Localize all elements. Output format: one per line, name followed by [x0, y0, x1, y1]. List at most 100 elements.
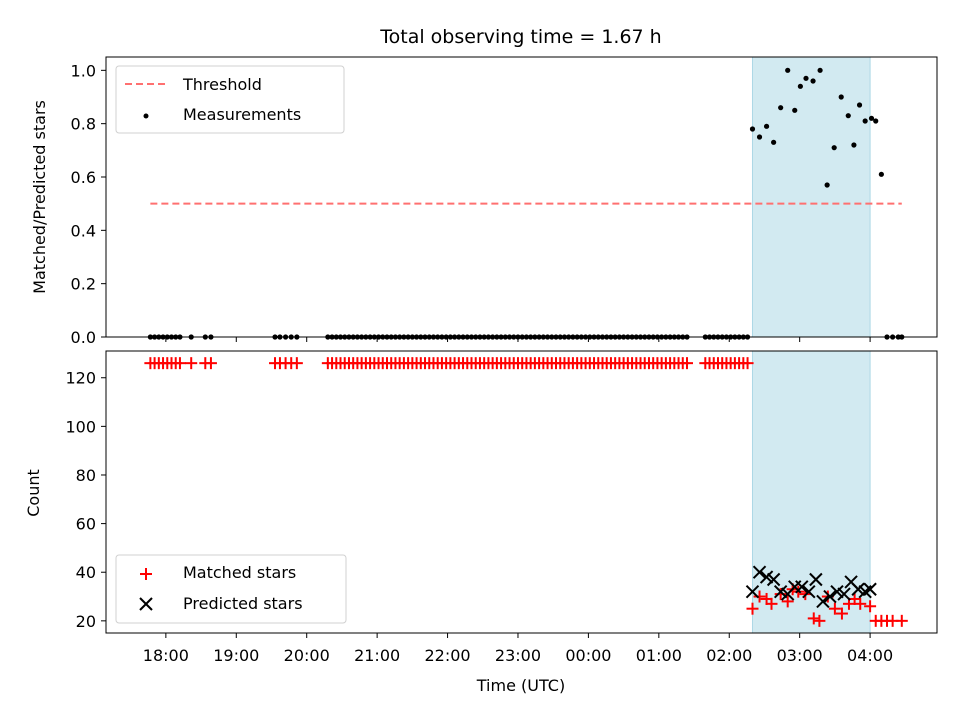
x-stroke — [752, 565, 767, 579]
chart-title: Total observing time = 1.67 h — [379, 26, 661, 48]
y-tick-label: 40 — [76, 563, 96, 582]
measurement-point — [763, 123, 770, 129]
measurement-point — [817, 67, 823, 73]
count-y-axis-label: Count — [24, 469, 43, 517]
matched-stars-point — [746, 602, 759, 615]
predicted-stars-point — [809, 572, 823, 587]
x-stroke — [809, 572, 823, 587]
x-stroke — [837, 587, 851, 601]
matched-stars-point — [835, 607, 848, 620]
measurement-point — [856, 102, 863, 108]
predicted-stars-point — [802, 584, 816, 599]
x-tick-label: 19:00 — [213, 646, 259, 665]
y-tick-label: 0.8 — [71, 115, 96, 134]
measurement-point — [792, 107, 798, 113]
matched-stars-point — [741, 357, 754, 370]
legend-matched-swatch — [140, 568, 152, 580]
matched-stars-point — [854, 597, 867, 610]
predicted-stars-point — [795, 580, 809, 594]
ratio-x-ticks — [165, 337, 871, 342]
measurement-point — [845, 113, 851, 119]
count-x-axis: 18:00 19:00 20:00 21:00 22:00 23:00 00:00 01:00… — [143, 633, 893, 665]
x-tick-label: 22:00 — [425, 646, 471, 665]
y-tick-label: 0.6 — [71, 168, 96, 187]
observing-window-shade-bottom — [751, 350, 871, 634]
measurement-point — [831, 145, 837, 151]
x-tick-label: 03:00 — [777, 646, 823, 665]
count-legend-box — [115, 554, 347, 624]
measurement-point — [797, 83, 803, 89]
matched-stars-point — [813, 614, 826, 627]
predicted-stars-point — [830, 584, 844, 599]
matched-stars-point — [290, 357, 303, 370]
count-marks — [144, 357, 908, 627]
y-tick-label: 100 — [65, 417, 96, 436]
x-stroke — [863, 582, 877, 596]
measurement-point — [878, 171, 884, 177]
x-axis-label: Time (UTC) — [476, 676, 565, 695]
matched-stars-point — [774, 588, 787, 601]
x-tick-label: 04:00 — [847, 646, 893, 665]
measurement-point — [810, 78, 816, 84]
x-tick-label: 18:00 — [143, 646, 189, 665]
count-panel: 20 40 60 80 100 120 18:00 19:00 20:00 21:00 22:00… — [24, 350, 938, 695]
measurement-point — [778, 105, 784, 111]
legend-measurements-label: Measurements — [183, 105, 301, 124]
ratio-legend-box — [115, 65, 345, 134]
x-stroke — [823, 589, 837, 604]
predicted-stars-point — [759, 570, 774, 584]
x-stroke — [759, 570, 774, 584]
y-tick-label: 120 — [65, 369, 96, 388]
measurement-point — [851, 142, 857, 148]
observing-window-shade-top — [751, 56, 871, 338]
matched-stars-point — [895, 614, 908, 627]
x-stroke — [844, 575, 858, 589]
measurement-point — [803, 75, 809, 81]
x-tick-label: 02:00 — [706, 646, 752, 665]
matched-stars-point — [781, 595, 794, 608]
matched-stars-point — [864, 600, 877, 613]
predicted-stars-point — [745, 584, 760, 599]
legend-measurements-swatch — [143, 113, 149, 119]
x-tick-label: 23:00 — [495, 646, 541, 665]
ratio-panel: 0.0 0.2 0.4 0.6 0.8 1.0 Matched/Predicted sta… — [30, 56, 938, 347]
x-stroke — [795, 580, 809, 594]
x-stroke — [816, 594, 830, 609]
predicted-stars-point — [816, 594, 830, 609]
measurement-point — [838, 94, 844, 100]
legend-threshold-label: Threshold — [182, 75, 262, 94]
predicted-stars-point — [766, 572, 781, 587]
count-plot-frame — [105, 350, 938, 634]
ratio-legend: Threshold Measurements — [115, 65, 345, 134]
matched-stars-point — [173, 357, 186, 370]
count-y-axis: 20 40 60 80 100 120 — [65, 369, 106, 631]
y-tick-label: 60 — [76, 515, 96, 534]
predicted-stars-point — [773, 584, 788, 599]
x-stroke — [745, 584, 760, 599]
x-stroke — [766, 572, 781, 587]
predicted-stars-point — [863, 582, 877, 596]
measurement-point — [749, 126, 756, 132]
x-tick-label: 21:00 — [354, 646, 400, 665]
x-tick-label: 00:00 — [565, 646, 611, 665]
y-tick-label: 80 — [76, 466, 96, 485]
legend-predicted-swatch — [139, 597, 153, 611]
y-tick-label: 0.4 — [71, 221, 96, 240]
matched-stars-point — [204, 357, 217, 370]
predicted-stars-point — [837, 587, 851, 601]
x-stroke — [802, 584, 816, 599]
measurement-point — [756, 134, 763, 140]
x-tick-label: 01:00 — [636, 646, 682, 665]
matched-stars-point — [765, 597, 778, 610]
measurement-point — [785, 67, 791, 73]
measurement-point — [824, 182, 830, 188]
ratio-y-axis-label: Matched/Predicted stars — [30, 100, 49, 294]
measurement-point — [862, 118, 868, 124]
predicted-stars-point — [752, 565, 767, 579]
x-stroke — [773, 584, 788, 599]
y-tick-label: 1.0 — [71, 61, 96, 80]
x-stroke — [830, 584, 844, 599]
predicted-stars-point — [823, 589, 837, 604]
predicted-stars-point — [851, 582, 865, 596]
